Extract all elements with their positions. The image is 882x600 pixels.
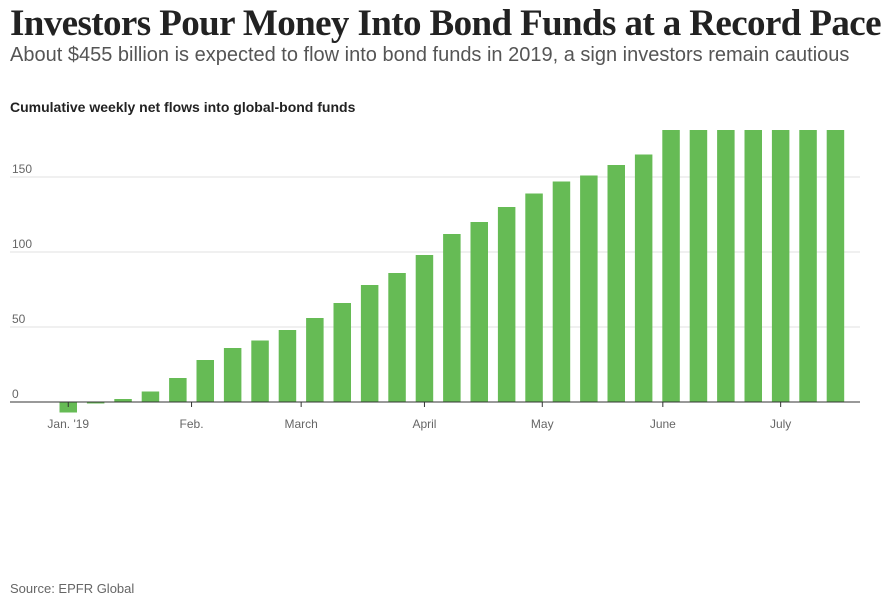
bar [333,303,351,402]
bar [59,402,77,413]
bar [771,130,790,402]
x-tick-label: Jan. '19 [47,417,89,431]
bar [360,285,379,402]
bar [689,130,708,402]
y-tick-label: 0 [12,387,19,401]
bar [662,130,680,402]
bar [497,207,516,402]
axes [10,401,860,407]
bars [59,130,845,413]
x-tick-label: April [412,417,436,431]
bar [470,222,488,402]
x-tick-label: May [531,417,554,431]
bar [278,330,297,402]
x-tick-label: July [770,417,791,431]
source-note: Source: EPFR Global [10,581,135,596]
bar [306,318,324,402]
bar [169,378,187,402]
bar [86,402,105,404]
bar [826,130,845,402]
tick-labels: 050100150200$250 billionJan. '19Feb.Marc… [12,162,791,431]
bar [580,175,598,402]
bar [251,340,269,402]
chart-title: Cumulative weekly net flows into global-… [10,99,356,115]
bar [744,130,762,402]
bar [388,273,406,402]
bar [634,154,653,402]
y-tick-label: 150 [12,162,32,176]
x-tick-label: June [650,417,676,431]
bar [607,165,625,402]
bar [717,130,735,402]
bar-chart: 050100150200$250 billionJan. '19Feb.Marc… [10,130,860,431]
bar [443,234,461,402]
bar [114,399,132,402]
y-tick-label: 100 [12,237,32,251]
bar [799,130,817,402]
headline: Investors Pour Money Into Bond Funds at … [10,3,882,44]
bar [141,391,160,402]
x-tick-label: March [284,417,317,431]
bar [223,348,242,402]
x-tick-label: Feb. [180,417,204,431]
bar [552,181,571,402]
bar [525,193,543,402]
bar [415,255,434,402]
bar [196,360,214,402]
y-tick-label: 50 [12,312,26,326]
subheadline: About $455 billion is expected to flow i… [10,44,850,66]
